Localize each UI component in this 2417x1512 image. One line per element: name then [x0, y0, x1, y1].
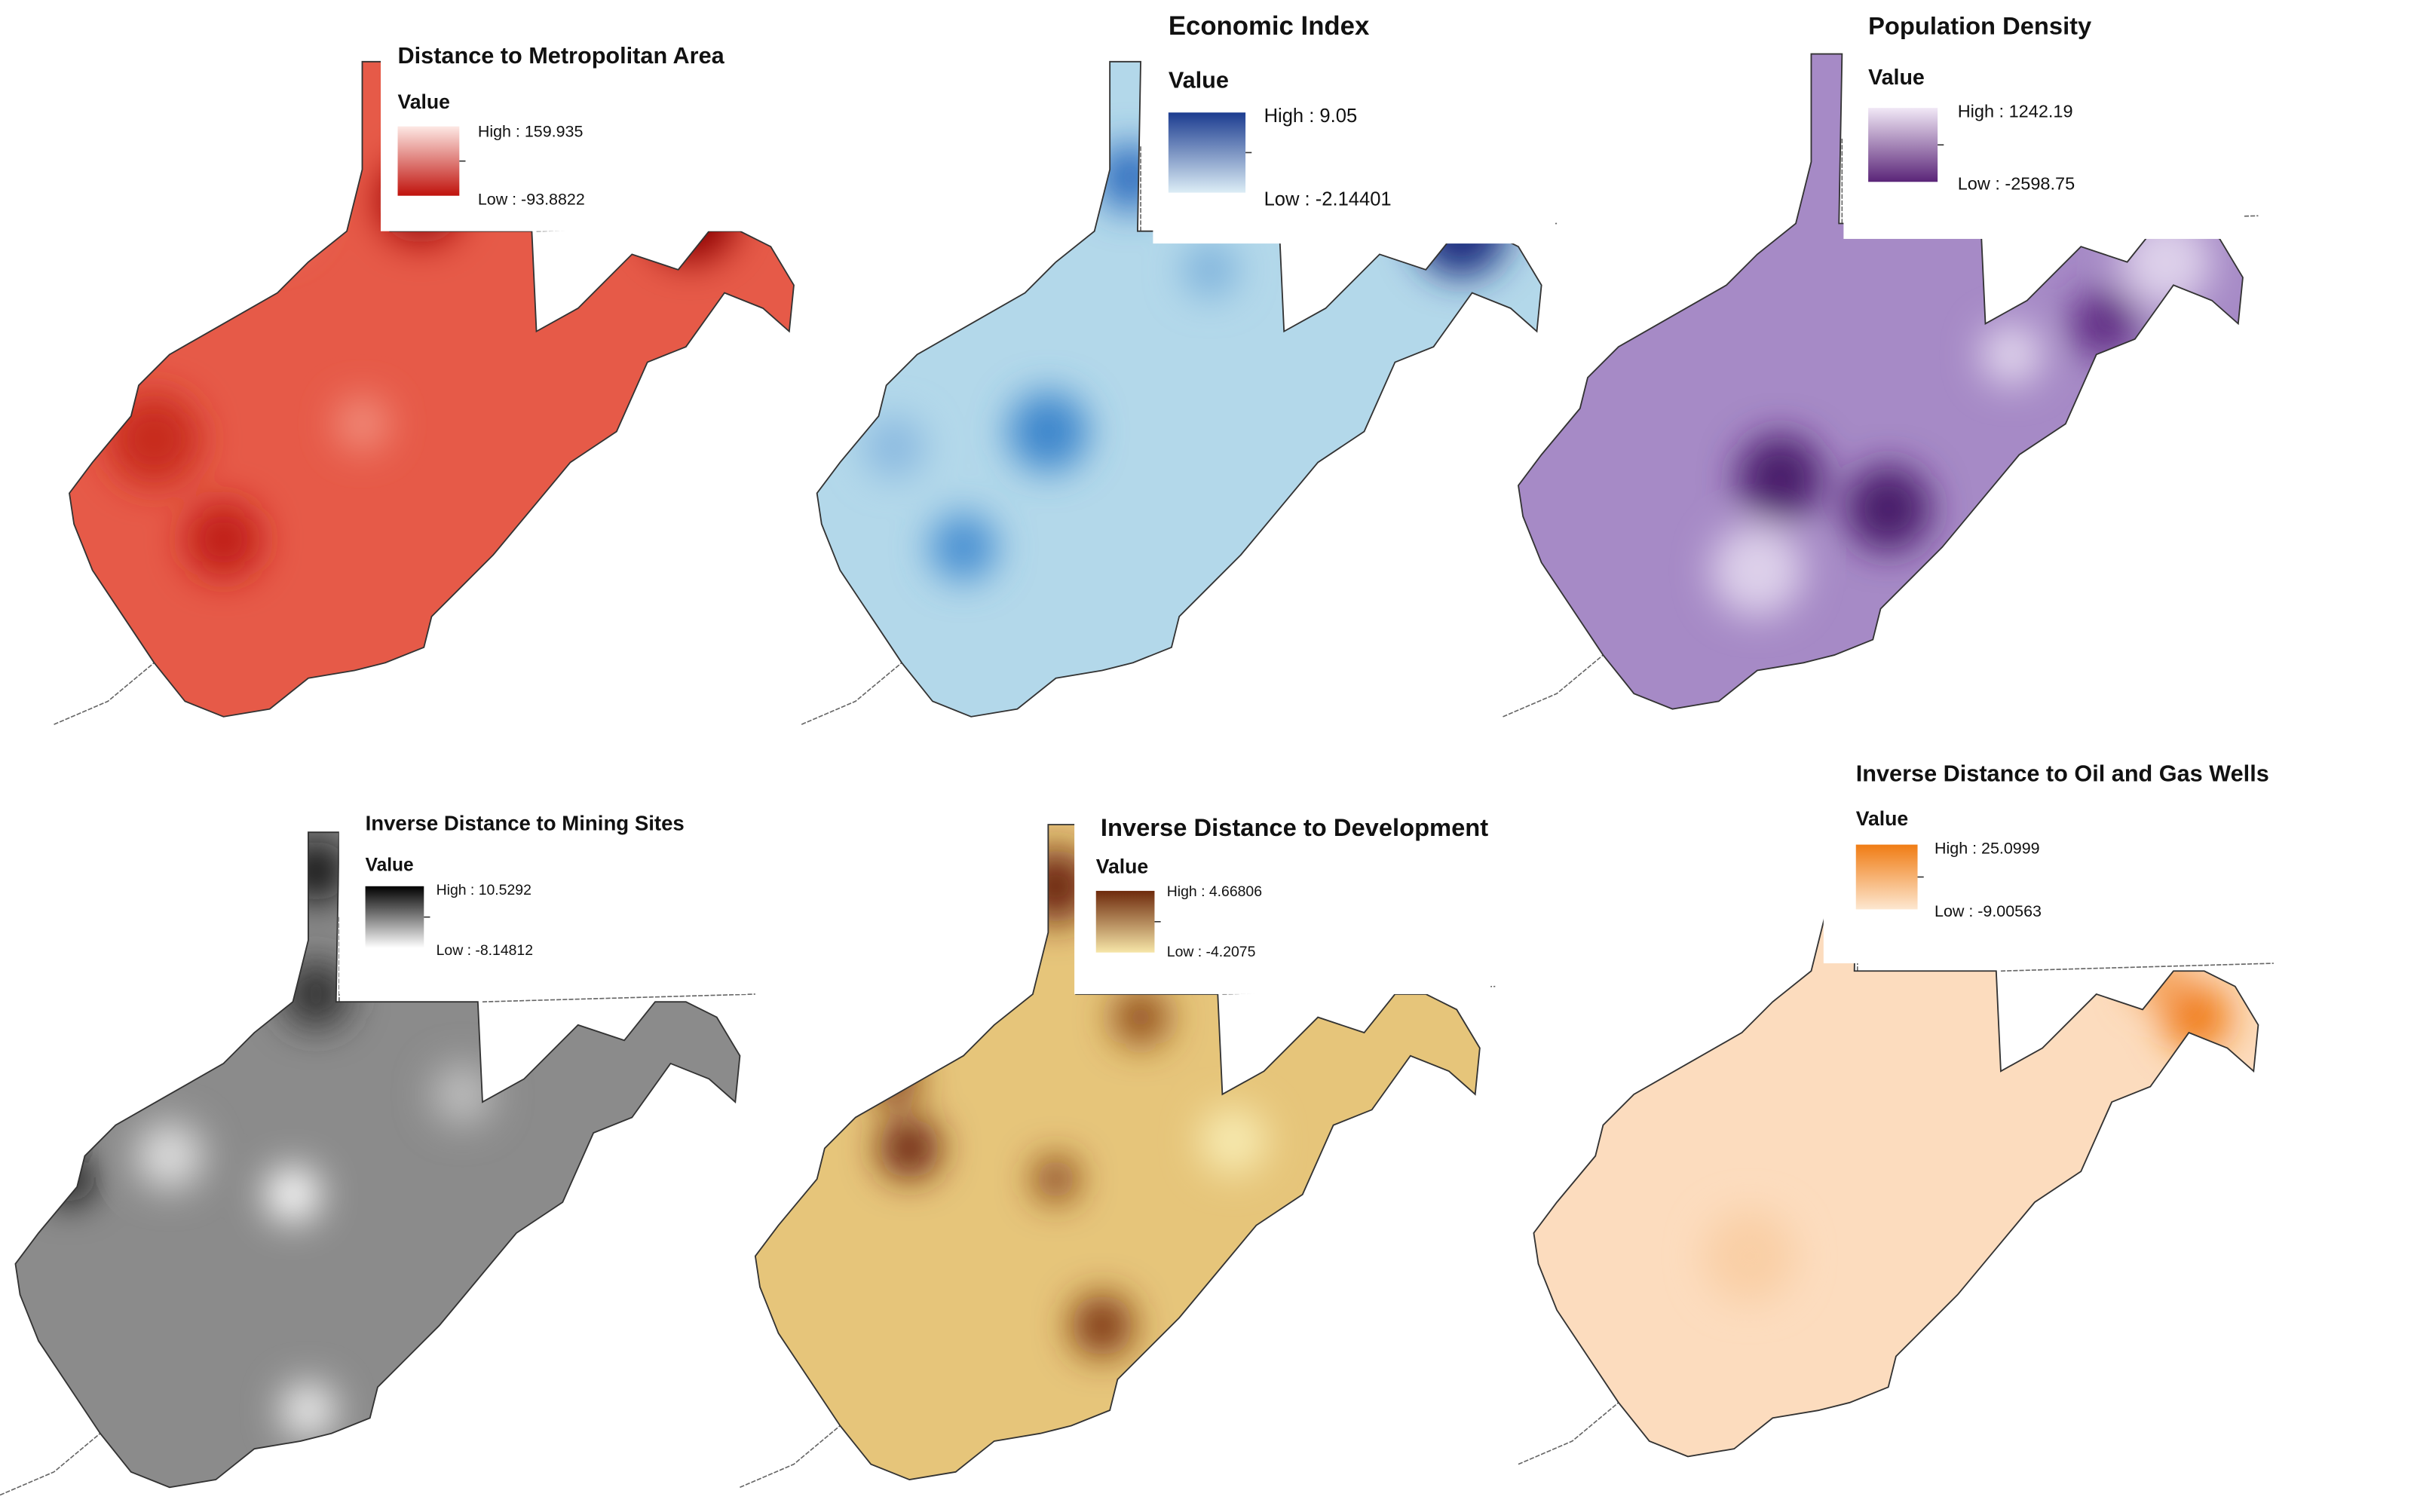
- legend-low: Low : -4.2075: [1167, 944, 1256, 960]
- map-hotspot: [878, 1117, 941, 1180]
- legend-swatch: [1855, 844, 1918, 910]
- map-hotspot: [2162, 983, 2231, 1051]
- map-title: Inverse Distance to Oil and Gas Wells: [1856, 761, 2269, 787]
- map-hotspot: [1113, 989, 1169, 1045]
- legend-high: High : 10.5292: [437, 882, 531, 898]
- map-hotspot: [265, 1166, 321, 1223]
- map-title: Inverse Distance to Mining Sites: [366, 811, 685, 834]
- map-hotspot: [1703, 1210, 1797, 1302]
- map-hotspot: [1071, 1294, 1133, 1357]
- map-title: Population Density: [1868, 11, 2092, 39]
- map-hotspot: [1008, 391, 1089, 472]
- legend-high: High : 9.05: [1264, 106, 1358, 127]
- legend-swatch: [1095, 890, 1155, 953]
- legend-label: Value: [1856, 807, 1908, 830]
- map-hotspot: [135, 1122, 204, 1190]
- map-hotspot: [223, 161, 317, 255]
- map-hotspot: [1182, 242, 1238, 298]
- map-hotspot: [1199, 1106, 1267, 1175]
- map-title: Inverse Distance to Development: [1101, 813, 1488, 841]
- legend-high: High : 1242.19: [1958, 101, 2073, 121]
- legend-high: High : 4.66806: [1167, 883, 1262, 900]
- map-hotspot: [1737, 434, 1824, 522]
- map-hotspot: [1034, 1157, 1078, 1201]
- legend-high: High : 25.0999: [1935, 839, 2040, 857]
- map-hotspot: [1980, 323, 2043, 386]
- map-hotspot: [431, 1063, 494, 1125]
- legend-swatch: [397, 126, 460, 196]
- map-title: Distance to Metropolitan Area: [398, 43, 725, 69]
- legend-low: Low : -2598.75: [1958, 174, 2075, 194]
- legend-label: Value: [398, 90, 450, 113]
- legend-swatch: [1168, 112, 1246, 193]
- legend-label: Value: [1868, 66, 1925, 90]
- legend-low: Low : -9.00563: [1935, 902, 2042, 920]
- map-hotspot: [2069, 289, 2138, 358]
- map-surface: [1711, 216, 2213, 617]
- legend-low: Low : -93.8822: [478, 191, 585, 209]
- legend-swatch: [365, 886, 424, 948]
- map-hotspot: [929, 513, 997, 581]
- map-hotspot: [1845, 465, 1931, 552]
- map-hotspot: [1711, 524, 1804, 617]
- legend-label: Value: [1169, 67, 1229, 93]
- map-hotspot: [863, 416, 925, 478]
- legend-low: Low : -8.14812: [437, 942, 533, 959]
- map-hotspot: [185, 500, 262, 578]
- legend-label: Value: [1096, 855, 1148, 877]
- legend-high: High : 159.935: [478, 123, 584, 141]
- map-hotspot: [334, 396, 391, 452]
- legend-low: Low : -2.14401: [1264, 189, 1392, 210]
- legend-label: Value: [366, 855, 414, 876]
- map-title: Economic Index: [1169, 12, 1370, 41]
- map-hotspot: [280, 1382, 336, 1438]
- map-hotspot: [108, 393, 201, 486]
- legend-swatch: [1868, 108, 1938, 182]
